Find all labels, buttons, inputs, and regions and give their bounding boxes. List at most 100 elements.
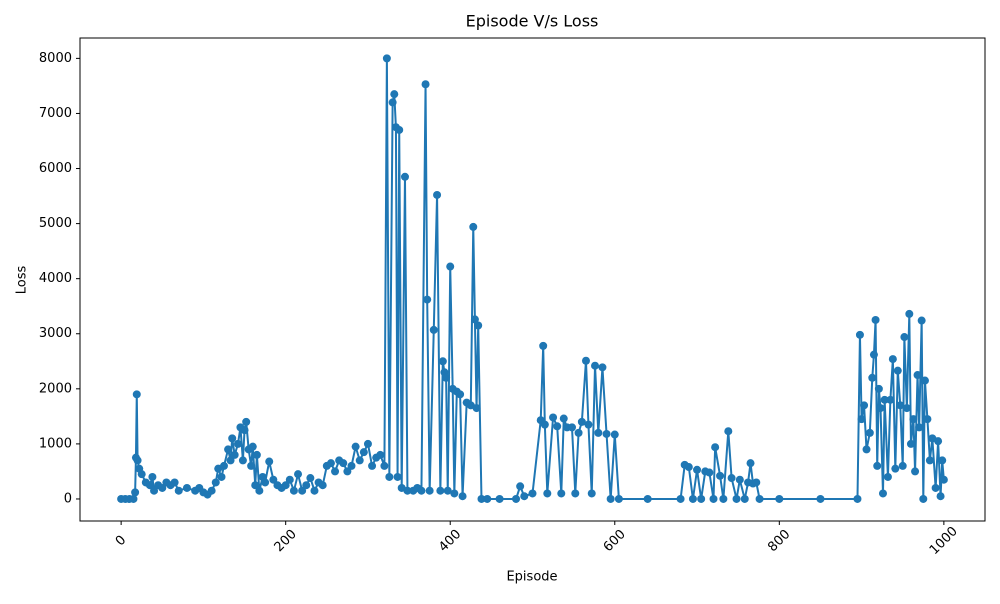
data-point	[393, 472, 402, 481]
data-point	[577, 417, 586, 426]
data-point	[557, 489, 566, 498]
data-point	[574, 428, 583, 437]
data-point	[931, 483, 940, 492]
data-point	[347, 461, 356, 470]
data-point	[145, 481, 154, 490]
data-point	[477, 494, 486, 503]
data-point	[516, 482, 525, 491]
data-point	[228, 434, 237, 443]
data-point	[129, 494, 138, 503]
data-point	[251, 481, 260, 490]
data-point	[567, 423, 576, 432]
data-point	[724, 427, 733, 436]
data-point	[925, 456, 934, 465]
data-point	[740, 494, 749, 503]
data-point	[474, 321, 483, 330]
data-point	[902, 404, 911, 413]
data-point	[182, 483, 191, 492]
data-point	[388, 98, 397, 107]
data-point	[131, 488, 140, 497]
data-point	[602, 429, 611, 438]
data-point	[709, 494, 718, 503]
data-point	[261, 478, 270, 487]
x-axis-label: Episode	[506, 570, 557, 585]
data-point	[380, 461, 389, 470]
data-point	[248, 442, 257, 451]
data-point	[591, 361, 600, 370]
data-point	[443, 486, 452, 495]
data-point	[137, 470, 146, 479]
data-point	[553, 422, 562, 431]
data-point	[923, 415, 932, 424]
data-point	[376, 450, 385, 459]
data-point	[857, 415, 866, 424]
data-point	[255, 486, 264, 495]
data-point	[528, 489, 537, 498]
data-point	[470, 315, 479, 324]
data-point	[520, 492, 529, 501]
data-point	[888, 355, 897, 364]
x-tick-label: 0	[113, 533, 129, 549]
data-point	[469, 222, 478, 231]
data-point	[869, 350, 878, 359]
data-point	[442, 373, 451, 382]
y-tick-label: 8000	[39, 51, 72, 66]
data-point	[775, 494, 784, 503]
data-point	[676, 494, 685, 503]
data-point	[934, 437, 943, 446]
data-point	[456, 390, 465, 399]
y-tick-label: 5000	[39, 216, 72, 231]
data-point	[281, 481, 290, 490]
data-point	[855, 330, 864, 339]
y-tick-label: 7000	[39, 106, 72, 121]
data-point	[252, 450, 261, 459]
data-point	[230, 450, 239, 459]
data-point	[289, 486, 298, 495]
y-tick-label: 0	[64, 491, 72, 506]
data-point	[697, 494, 706, 503]
data-point	[643, 494, 652, 503]
x-tick-label: 400	[436, 527, 464, 555]
data-point	[382, 54, 391, 63]
data-point	[905, 309, 914, 318]
data-point	[421, 80, 430, 89]
data-point	[606, 494, 615, 503]
data-point	[170, 478, 179, 487]
data-point	[306, 474, 315, 483]
data-point	[310, 486, 319, 495]
data-point	[939, 475, 948, 484]
data-point	[911, 467, 920, 476]
data-point	[219, 461, 228, 470]
data-point	[240, 426, 249, 435]
data-point	[896, 401, 905, 410]
data-point	[559, 414, 568, 423]
data-point	[150, 486, 159, 495]
data-point	[226, 456, 235, 465]
data-point	[438, 357, 447, 366]
data-point	[359, 448, 368, 457]
data-point	[909, 415, 918, 424]
y-tick-label: 4000	[39, 271, 72, 286]
x-tick-label: 1000	[927, 524, 961, 558]
data-point	[495, 494, 504, 503]
y-axis-label: Loss	[15, 266, 30, 295]
data-point	[752, 478, 761, 487]
data-point	[423, 295, 432, 304]
data-point	[148, 472, 157, 481]
data-point	[539, 341, 548, 350]
data-point	[339, 459, 348, 468]
data-point	[351, 442, 360, 451]
data-point	[343, 467, 352, 476]
data-point	[898, 461, 907, 470]
data-point	[873, 461, 882, 470]
data-point	[876, 404, 885, 413]
data-point	[584, 420, 593, 429]
data-point	[727, 474, 736, 483]
data-point	[446, 262, 455, 271]
data-point	[917, 316, 926, 325]
data-point	[318, 481, 327, 490]
data-point	[915, 423, 924, 432]
data-point	[913, 371, 922, 380]
data-point	[326, 459, 335, 468]
data-point	[732, 494, 741, 503]
